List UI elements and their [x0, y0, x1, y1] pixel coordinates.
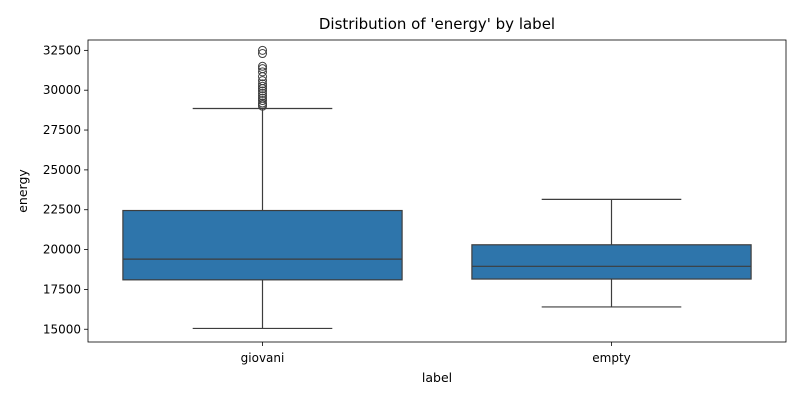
outlier-point	[258, 76, 267, 86]
y-tick-label: 30000	[43, 83, 81, 97]
outlier-point	[258, 98, 267, 108]
outlier-point	[258, 49, 267, 59]
outlier-point	[258, 96, 267, 106]
outlier-point	[258, 91, 267, 101]
outlier-point	[258, 88, 267, 98]
outlier-point	[258, 86, 267, 96]
x-tick-label: empty	[592, 351, 631, 365]
outlier-point	[258, 79, 267, 89]
y-tick-label: 22500	[43, 203, 81, 217]
x-axis-label: label	[422, 370, 452, 385]
plot-frame	[87, 39, 787, 343]
y-tick-label: 27500	[43, 123, 81, 137]
y-tick-label: 15000	[43, 322, 81, 336]
box-empty	[471, 244, 752, 280]
y-tick-label: 17500	[43, 282, 81, 296]
y-axis-label: energy	[15, 169, 30, 213]
outlier-point	[258, 81, 267, 91]
outlier-point	[258, 93, 267, 103]
plot-area: 15000 17500 20000 22500 25000 27500 30000 32500…	[43, 39, 787, 365]
y-tick-label: 25000	[43, 163, 81, 177]
chart-title: Distribution of 'energy' by label	[319, 15, 555, 33]
outlier-point	[258, 67, 267, 77]
outlier-point	[258, 64, 267, 74]
y-tick-label: 20000	[43, 243, 81, 257]
outlier-point	[258, 45, 267, 55]
x-tick-label: giovani	[241, 351, 285, 365]
y-tick-label: 32500	[43, 43, 81, 57]
outlier-point	[258, 61, 267, 71]
box-giovani	[122, 209, 403, 281]
